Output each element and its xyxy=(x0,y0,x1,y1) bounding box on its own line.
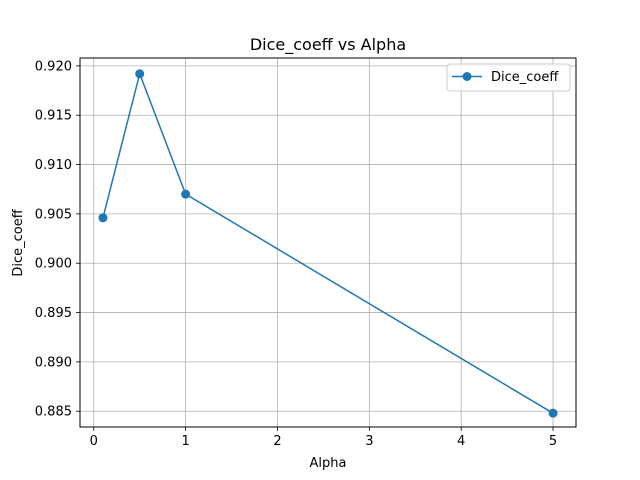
legend-marker-swatch xyxy=(462,72,472,81)
x-tick-label: 5 xyxy=(549,434,557,449)
y-tick-label: 0.890 xyxy=(35,355,72,370)
y-tick-label: 0.920 xyxy=(35,59,72,74)
data-layer xyxy=(98,69,558,418)
tick-layer: 0 1 2 3 4 5 0.885 0.890 0.895 0.900 0.905 0.910 0.91… xyxy=(35,59,557,449)
data-point xyxy=(548,408,558,418)
x-tick-label: 2 xyxy=(273,434,281,449)
x-tick-label: 4 xyxy=(457,434,465,449)
legend-box xyxy=(446,63,571,92)
x-tick-label: 3 xyxy=(365,434,373,449)
data-point xyxy=(98,213,108,223)
y-tick-label: 0.905 xyxy=(35,207,72,222)
grid-layer xyxy=(80,58,576,427)
plot-frame xyxy=(79,57,577,428)
series-line xyxy=(102,71,554,414)
y-tick-label: 0.915 xyxy=(35,109,72,124)
y-tick-label: 0.900 xyxy=(35,257,72,272)
x-tick-label: 0 xyxy=(90,434,98,449)
data-point xyxy=(181,189,191,199)
legend-label: Dice_coeff xyxy=(491,70,559,85)
y-tick-label: 0.910 xyxy=(35,158,72,173)
y-tick-label: 0.885 xyxy=(35,405,72,420)
y-axis-label: Dice_coeff xyxy=(11,208,26,276)
x-axis-label: Alpha xyxy=(310,456,347,471)
legend: Dice_coeff xyxy=(446,63,571,92)
y-tick-label: 0.895 xyxy=(35,306,72,321)
x-tick-label: 1 xyxy=(181,434,189,449)
chart-title: Dice_coeff vs Alpha xyxy=(250,35,406,55)
data-point xyxy=(135,69,145,79)
